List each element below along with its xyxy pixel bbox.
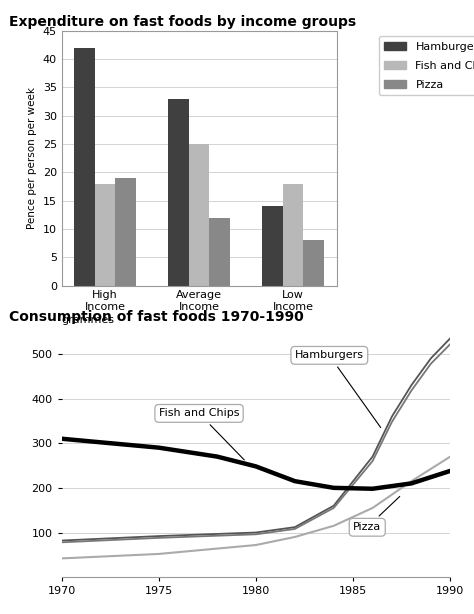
Text: Pizza: Pizza [353,497,400,532]
Bar [95,184,116,286]
Text: Expenditure on fast foods by income groups: Expenditure on fast foods by income grou… [9,15,356,29]
Bar [262,206,283,286]
Bar [189,144,210,286]
Bar [116,178,136,286]
Text: Hamburgers: Hamburgers [295,351,381,427]
Legend: Hamburgers, Fish and Chips, Pizza: Hamburgers, Fish and Chips, Pizza [379,36,474,95]
Bar [283,184,303,286]
Bar [210,217,230,286]
Y-axis label: Pence per person per week: Pence per person per week [27,87,37,229]
Bar [74,48,95,286]
Text: Fish and Chips: Fish and Chips [159,408,244,460]
Text: grammes: grammes [62,315,115,325]
Bar [168,99,189,286]
Text: Consumption of fast foods 1970-1990: Consumption of fast foods 1970-1990 [9,310,304,324]
Bar [303,240,324,286]
